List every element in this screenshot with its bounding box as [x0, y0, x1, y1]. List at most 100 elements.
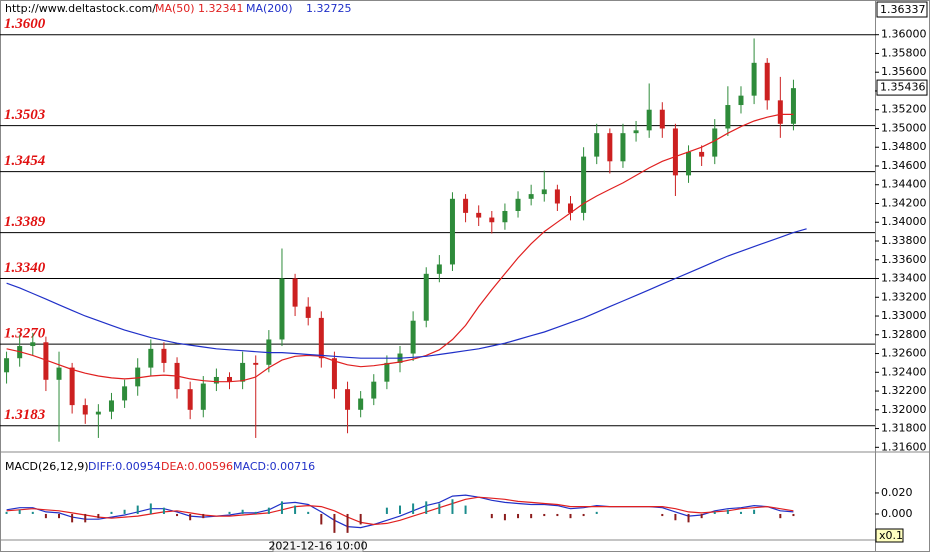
date-box	[272, 539, 364, 552]
candle-body	[122, 386, 128, 401]
candle-body	[476, 212, 482, 218]
y-tick-label: 1.34000	[881, 215, 927, 228]
y-tick-label: 1.32200	[881, 384, 927, 397]
macd-title: MACD(26,12,9)	[5, 460, 89, 473]
candle-body	[279, 278, 285, 340]
level-label: 1.3389	[4, 214, 46, 230]
last-price-label: 1.35436	[880, 81, 926, 94]
candle-body	[371, 381, 377, 399]
candle-body	[227, 376, 233, 382]
macd-line	[6, 496, 794, 526]
candle-body	[305, 306, 311, 318]
candle-body	[515, 198, 521, 211]
candle-body	[725, 105, 731, 129]
y-tick-label: 1.34800	[881, 140, 927, 153]
last-price-box	[876, 79, 928, 96]
candle-body	[541, 189, 547, 195]
ma-line	[6, 228, 807, 359]
candle-body	[161, 348, 167, 363]
y-tick-label: 1.31800	[881, 422, 927, 435]
candle-body	[69, 367, 75, 406]
macd-legend: DIFF:0.00954	[88, 460, 161, 473]
candle-body	[463, 198, 469, 213]
candle-body	[148, 348, 154, 368]
y-tick-label: 1.35200	[881, 103, 927, 116]
candle-body	[594, 133, 600, 157]
y-tick-label: 1.33000	[881, 309, 927, 322]
y-tick-label: 1.33200	[881, 290, 927, 303]
candle-body	[489, 217, 495, 223]
candle-body	[528, 194, 534, 199]
y-tick-label: 1.32800	[881, 328, 927, 341]
scale-box	[875, 528, 904, 543]
candle-body	[358, 398, 364, 410]
y-tick-label: 1.35800	[881, 46, 927, 59]
y-tick-label: 1.32000	[881, 403, 927, 416]
candle-body	[672, 128, 678, 176]
candle-body	[607, 133, 613, 162]
y-tick-label: 1.33400	[881, 272, 927, 285]
level-label: 1.3454	[4, 153, 46, 169]
candle-body	[43, 342, 49, 380]
candle-body	[777, 100, 783, 124]
y-tick-label: 1.34200	[881, 196, 927, 209]
candle-body	[240, 362, 246, 382]
y-tick-label: 1.32600	[881, 347, 927, 360]
candle-body	[331, 358, 337, 390]
candle-body	[764, 62, 770, 101]
candle-body	[135, 367, 141, 387]
level-label: 1.3340	[4, 260, 46, 276]
legend-name: MA(200)	[246, 2, 293, 15]
candle-body	[187, 389, 193, 410]
candle-body	[423, 273, 429, 321]
y-tick-label: 0.020	[881, 486, 913, 499]
ma-line	[6, 113, 794, 383]
candle-body	[4, 358, 10, 373]
candle-body	[449, 198, 455, 265]
level-label: 1.3503	[4, 107, 46, 123]
source: http://www.deltastock.com/	[5, 2, 156, 15]
y-tick-label: 1.31600	[881, 440, 927, 453]
y-tick-label: 1.35000	[881, 121, 927, 134]
candle-body	[292, 278, 298, 307]
candle-body	[633, 130, 639, 134]
candle-body	[82, 405, 88, 415]
y-tick-label: 1.35600	[881, 65, 927, 78]
level-label: 1.3600	[4, 16, 46, 32]
macd-scale-label: x0.1	[879, 529, 903, 542]
candle-body	[436, 264, 442, 274]
candle-body	[712, 128, 718, 157]
candle-body	[502, 210, 508, 223]
y-tick-label: 1.34600	[881, 159, 927, 172]
candle-body	[345, 389, 351, 410]
candle-body	[738, 95, 744, 106]
candle-body	[318, 317, 324, 359]
candle-body	[30, 342, 36, 347]
cursor-date: 2021-12-16 10:00	[268, 540, 367, 552]
candle-body	[384, 362, 390, 382]
y-tick-label: 1.36000	[881, 28, 927, 41]
candle-body	[108, 400, 114, 412]
candle-body	[253, 362, 259, 365]
axis-top-label: 1.36337	[880, 3, 926, 16]
level-label: 1.3183	[4, 407, 46, 423]
candle-body	[659, 109, 665, 129]
candle-body	[410, 320, 416, 354]
macd-legend: MACD:0.00716	[233, 460, 315, 473]
axis-top-box	[876, 1, 928, 18]
candle-body	[554, 189, 560, 204]
legend-value: 1.32341	[198, 2, 244, 15]
candle-body	[213, 376, 219, 384]
y-tick-label: 1.32400	[881, 365, 927, 378]
level-label: 1.3270	[4, 326, 46, 342]
legend-value: 1.32725	[306, 2, 352, 15]
candle-body	[686, 151, 692, 176]
candle-body	[567, 203, 573, 213]
candle-body	[699, 151, 705, 157]
candle-body	[751, 62, 757, 96]
candle-body	[646, 109, 652, 131]
candle-body	[95, 411, 101, 415]
y-tick-label: 1.33600	[881, 253, 927, 266]
